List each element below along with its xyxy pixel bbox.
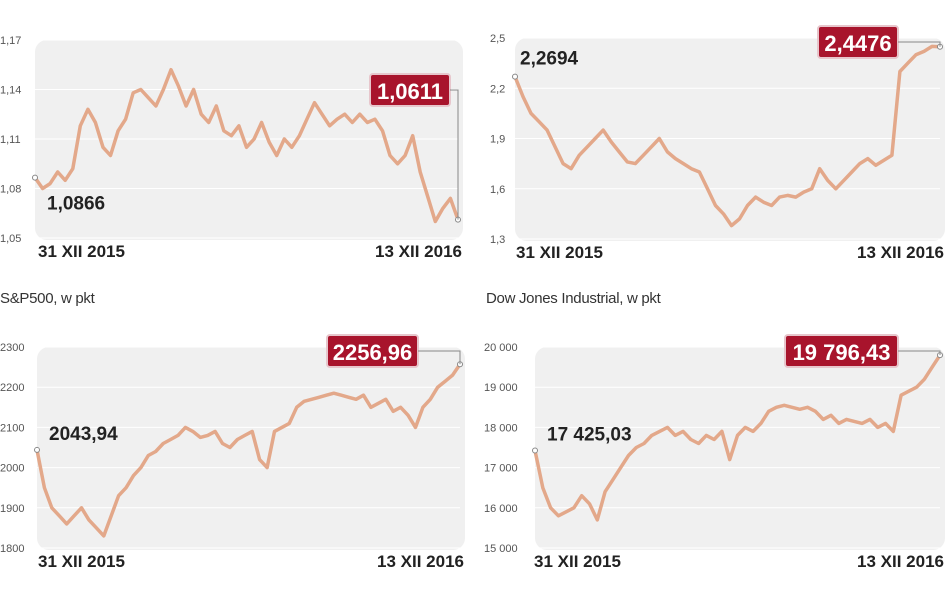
y-tick-label: 1,3 bbox=[490, 234, 505, 246]
y-tick-label: 1,14 bbox=[0, 85, 21, 97]
series-line bbox=[33, 67, 460, 224]
y-tick-label: 2300 bbox=[0, 342, 24, 354]
series-line bbox=[533, 354, 942, 522]
start-value-label: 1,0866 bbox=[47, 194, 105, 215]
end-value-label: 1,0611 bbox=[377, 79, 443, 104]
y-tick-label: 1,17 bbox=[0, 35, 21, 47]
y-tick-label: 19 000 bbox=[484, 382, 518, 394]
y-tick-label: 2000 bbox=[0, 463, 24, 475]
y-tick-label: 1,11 bbox=[0, 134, 21, 146]
plot-background bbox=[515, 38, 945, 241]
y-tick-label: 15 000 bbox=[484, 543, 518, 555]
y-tick-label: 1900 bbox=[0, 503, 24, 515]
end-value-label: 19 796,43 bbox=[793, 340, 891, 365]
x-label-start: 31 XII 2015 bbox=[534, 552, 621, 571]
start-value-label: 2,2694 bbox=[520, 49, 579, 70]
y-tick-label: 1,05 bbox=[0, 233, 21, 245]
start-point bbox=[532, 447, 538, 454]
end-connector bbox=[898, 41, 941, 47]
x-label-end: 13 XII 2016 bbox=[857, 552, 944, 571]
y-tick-label: 1,6 bbox=[490, 184, 505, 196]
end-connector bbox=[418, 350, 461, 365]
x-label-end: 13 XII 2016 bbox=[377, 552, 464, 571]
start-value-label: 2043,94 bbox=[49, 424, 118, 445]
series-line bbox=[35, 363, 462, 538]
x-label-start: 31 XII 2015 bbox=[38, 242, 125, 261]
x-label-end: 13 XII 2016 bbox=[857, 243, 944, 262]
x-label-start: 31 XII 2015 bbox=[516, 243, 603, 262]
x-label-start: 31 XII 2015 bbox=[38, 552, 125, 571]
x-label-end: 13 XII 2016 bbox=[375, 242, 462, 261]
y-tick-label: 1,9 bbox=[490, 134, 505, 146]
end-connector bbox=[898, 350, 941, 356]
y-tick-label: 1800 bbox=[0, 543, 24, 555]
chart-title-sp500: S&P500, w pkt bbox=[0, 290, 95, 307]
plot-background bbox=[37, 347, 465, 550]
y-tick-label: 20 000 bbox=[484, 342, 518, 354]
end-value-label: 2256,96 bbox=[333, 340, 413, 365]
start-value-label: 17 425,03 bbox=[547, 425, 632, 446]
y-tick-label: 1,08 bbox=[0, 184, 21, 196]
series-line bbox=[513, 44, 941, 228]
y-tick-label: 17 000 bbox=[484, 463, 518, 475]
y-tick-label: 16 000 bbox=[484, 503, 518, 515]
end-value-label: 2,4476 bbox=[824, 31, 891, 56]
start-point bbox=[512, 73, 518, 80]
y-tick-label: 18 000 bbox=[484, 422, 518, 434]
plot-background bbox=[535, 347, 945, 550]
y-tick-label: 2,2 bbox=[490, 83, 505, 95]
y-tick-label: 2200 bbox=[0, 382, 24, 394]
start-point bbox=[32, 174, 38, 181]
y-tick-label: 2100 bbox=[0, 422, 24, 434]
start-point bbox=[34, 446, 40, 453]
end-connector bbox=[450, 89, 459, 220]
chart-title-djia: Dow Jones Industrial, w pkt bbox=[486, 290, 661, 307]
y-tick-label: 2,5 bbox=[490, 33, 505, 45]
